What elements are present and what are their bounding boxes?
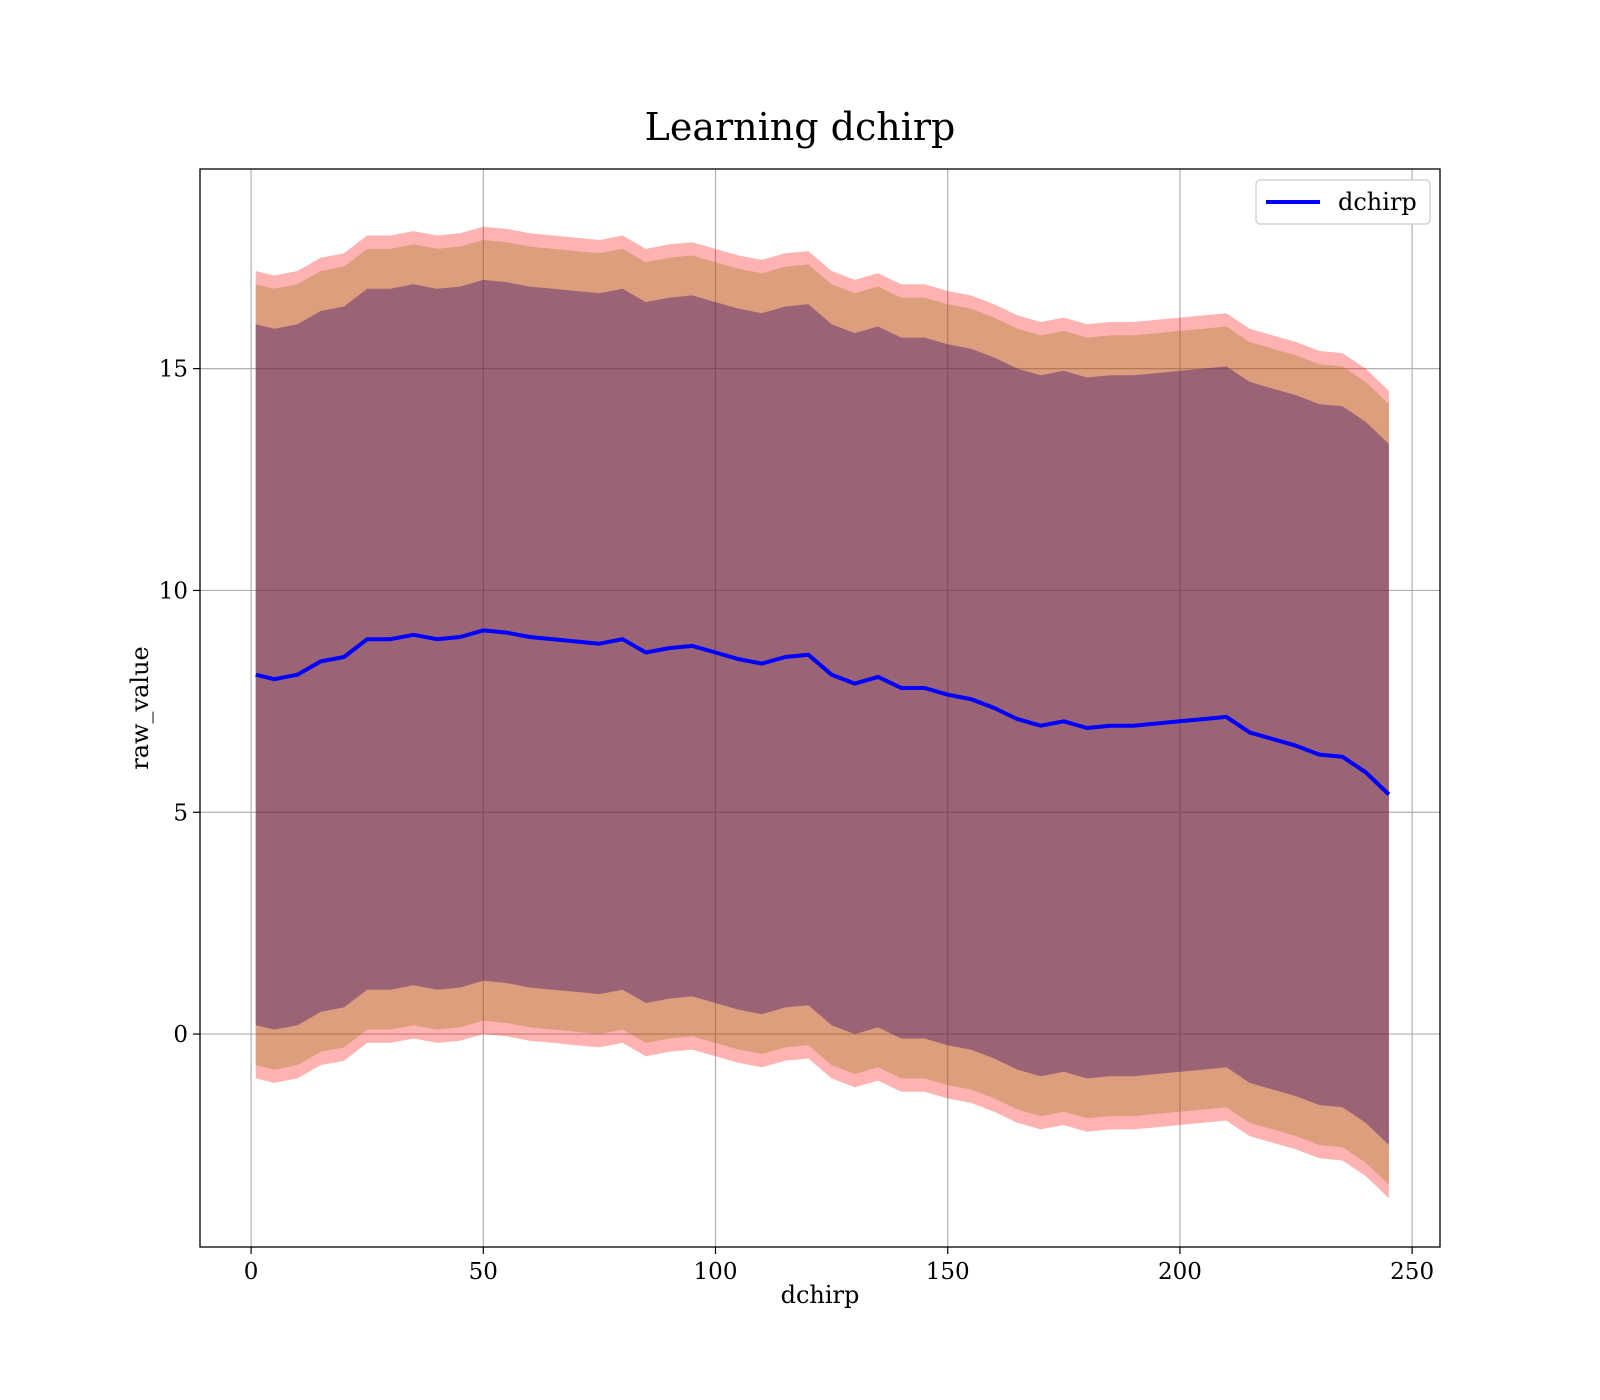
series-layer xyxy=(255,628,1391,796)
x-axis-label: dchirp xyxy=(781,1281,860,1309)
y-tick-label: 0 xyxy=(173,1022,188,1048)
y-tick-label: 10 xyxy=(159,578,188,604)
chart-title: Learning dchirp xyxy=(645,105,956,149)
x-tick-label: 0 xyxy=(244,1259,259,1285)
legend-box xyxy=(1255,179,1431,225)
band-outer xyxy=(255,226,1389,1199)
legend-label-dchirp: dchirp xyxy=(1338,188,1417,216)
x-tick-label: 150 xyxy=(926,1259,970,1285)
x-tick-label: 50 xyxy=(469,1259,498,1285)
confidence-bands xyxy=(255,226,1389,1199)
legend: dchirp xyxy=(1255,179,1431,225)
ticks-layer: 0 50 100 150 200 250 0 5 10 15 xyxy=(159,357,1434,1285)
band-inner xyxy=(255,279,1389,1145)
series-line-dchirp xyxy=(255,628,1391,796)
plot-frame xyxy=(199,168,1441,1248)
y-axis-label: raw_value xyxy=(126,646,154,770)
x-tick-label: 200 xyxy=(1158,1259,1202,1285)
band-middle xyxy=(255,240,1389,1185)
grid-layer xyxy=(200,169,1440,1247)
y-tick-label: 5 xyxy=(173,800,188,826)
y-tick-label: 15 xyxy=(159,357,188,383)
x-tick-label: 250 xyxy=(1390,1259,1434,1285)
x-tick-label: 100 xyxy=(694,1259,738,1285)
